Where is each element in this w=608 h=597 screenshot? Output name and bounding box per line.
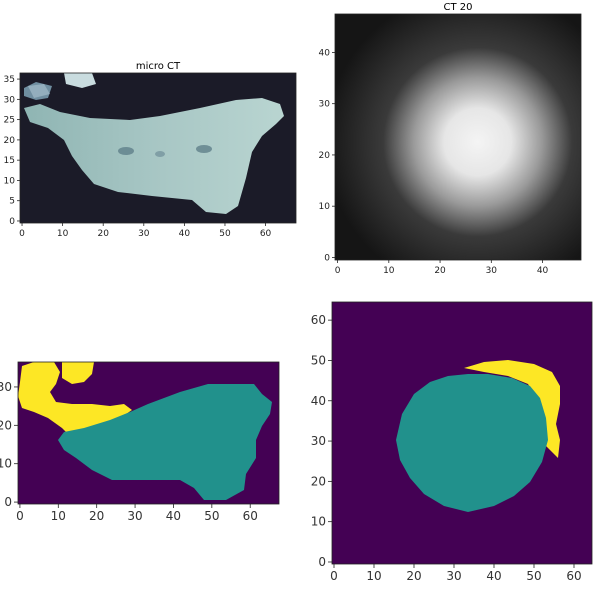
y-tick-label: 30 xyxy=(0,380,12,394)
seg-ct-20-axes: 0 10 20 30 40 50 60 0 10 20 30 40 50 60 xyxy=(311,313,582,583)
x-tick-label: 50 xyxy=(219,229,231,239)
x-tick-label: 60 xyxy=(243,509,258,523)
y-tick-label: 20 xyxy=(311,474,326,488)
y-tick-label: 20 xyxy=(4,136,16,146)
panel-title-micro-ct: micro CT xyxy=(136,61,181,72)
x-tick-label: 20 xyxy=(89,509,104,523)
y-tick-label: 20 xyxy=(0,418,12,432)
x-tick-label: 0 xyxy=(19,229,25,239)
panel-title-ct-20: CT 20 xyxy=(444,2,473,13)
x-tick-label: 10 xyxy=(366,569,381,583)
y-tick-label: 10 xyxy=(0,457,12,471)
y-tick-label: 5 xyxy=(9,197,15,207)
x-tick-label: 60 xyxy=(260,229,272,239)
x-tick-label: 60 xyxy=(566,569,581,583)
panel-seg-ct-20: 0 10 20 30 40 50 60 0 10 20 30 40 50 60 xyxy=(311,301,593,583)
y-tick-label: 0 xyxy=(9,217,15,227)
x-tick-label: 30 xyxy=(446,569,461,583)
y-tick-label: 40 xyxy=(319,48,331,58)
y-tick-label: 25 xyxy=(4,116,15,126)
x-tick-label: 0 xyxy=(16,509,24,523)
x-tick-label: 40 xyxy=(486,569,501,583)
seg-ct-20-image xyxy=(332,302,592,564)
panel-micro-ct: micro CT 0 10 20 30 40 50 60 0 5 10 15 20 25 30 35 xyxy=(4,61,297,239)
y-tick-label: 30 xyxy=(311,434,326,448)
micro-ct-axes: 0 10 20 30 40 50 60 0 5 10 15 20 25 30 35 xyxy=(4,75,272,239)
x-tick-label: 50 xyxy=(204,509,219,523)
ct-20-image xyxy=(335,14,581,260)
ct-20-axes: 0 10 20 30 40 0 10 20 30 40 xyxy=(319,48,549,276)
x-tick-label: 30 xyxy=(138,229,150,239)
x-tick-label: 0 xyxy=(330,569,338,583)
y-tick-label: 50 xyxy=(311,353,326,367)
x-tick-label: 10 xyxy=(383,266,395,276)
y-tick-label: 10 xyxy=(4,176,16,186)
x-tick-label: 20 xyxy=(97,229,109,239)
x-tick-label: 40 xyxy=(166,509,181,523)
y-tick-label: 10 xyxy=(311,515,326,529)
y-tick-label: 0 xyxy=(324,253,330,263)
y-tick-label: 35 xyxy=(4,75,15,85)
y-tick-label: 60 xyxy=(311,313,326,327)
x-tick-label: 10 xyxy=(57,229,69,239)
y-tick-label: 0 xyxy=(4,495,12,509)
x-tick-label: 20 xyxy=(406,569,421,583)
x-tick-label: 20 xyxy=(434,266,446,276)
y-tick-label: 0 xyxy=(318,555,326,569)
panel-seg-micro-ct: 0 10 20 30 40 50 60 0 10 20 30 xyxy=(0,361,280,523)
seg-micro-ct-image xyxy=(18,362,279,504)
x-tick-label: 30 xyxy=(127,509,142,523)
y-tick-label: 10 xyxy=(319,202,331,212)
seg-micro-ct-axes: 0 10 20 30 40 50 60 0 10 20 30 xyxy=(0,380,258,523)
x-tick-label: 10 xyxy=(51,509,66,523)
y-tick-label: 15 xyxy=(4,156,15,166)
y-tick-label: 30 xyxy=(319,100,331,110)
x-tick-label: 0 xyxy=(335,266,341,276)
x-tick-label: 50 xyxy=(526,569,541,583)
micro-ct-image xyxy=(20,73,296,223)
panel-ct-20: CT 20 0 10 20 30 40 0 10 20 30 40 xyxy=(319,2,582,276)
y-tick-label: 20 xyxy=(319,151,331,161)
x-tick-label: 40 xyxy=(179,229,191,239)
y-tick-label: 40 xyxy=(311,394,326,408)
x-tick-label: 30 xyxy=(486,266,498,276)
y-tick-label: 30 xyxy=(4,95,16,105)
x-tick-label: 40 xyxy=(537,266,549,276)
